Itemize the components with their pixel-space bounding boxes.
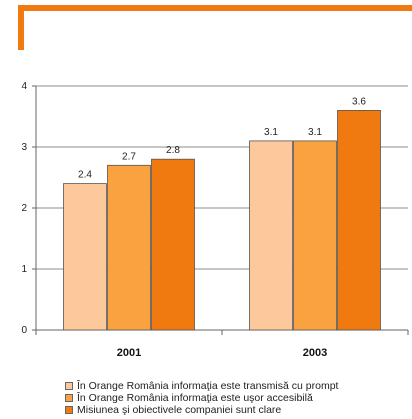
data-label: 2.8: [166, 145, 180, 156]
x-tick-label: 2001: [117, 347, 141, 359]
legend-label: În Orange România informaţia este transm…: [77, 380, 339, 392]
bar: [151, 158, 195, 331]
header-bar-left: [18, 5, 24, 50]
data-label: 3.1: [264, 127, 278, 138]
data-label: 3.1: [308, 127, 322, 138]
bar: [337, 110, 381, 331]
plot-area: 0 1 2 3 4 2.4 2.7 2.8 2001 3.1 3.1 3.6 2003: [21, 81, 409, 359]
y-tick-label: 0: [21, 325, 27, 336]
legend-item: În Orange România informaţia este uşor a…: [65, 392, 410, 404]
legend-swatch: [65, 382, 73, 390]
y-tick-label: 4: [21, 81, 27, 92]
data-label: 2.7: [122, 151, 136, 162]
y-tick-label: 1: [21, 264, 27, 275]
y-tick-label: 2: [21, 203, 27, 214]
bar-chart: 0 1 2 3 4 2.4 2.7 2.8 2001 3.1 3.1 3.6 2003: [18, 5, 412, 359]
legend-item: Misiunea şi obiectivele companiei sunt c…: [65, 404, 410, 416]
header-bar-top: [18, 5, 412, 11]
bar: [249, 140, 293, 331]
legend: În Orange România informaţia este transm…: [65, 380, 410, 416]
bar: [293, 140, 337, 331]
legend-swatch: [65, 394, 73, 402]
data-label: 2.4: [78, 170, 92, 181]
x-tick-label: 2003: [303, 347, 327, 359]
legend-item: În Orange România informaţia este transm…: [65, 380, 410, 392]
legend-label: Misiunea şi obiectivele companiei sunt c…: [77, 404, 282, 416]
y-tick-label: 3: [21, 142, 27, 153]
legend-label: În Orange România informaţia este uşor a…: [77, 392, 313, 404]
bar: [63, 183, 107, 331]
legend-swatch: [65, 406, 73, 414]
bar: [107, 164, 151, 331]
data-label: 3.6: [352, 96, 366, 107]
